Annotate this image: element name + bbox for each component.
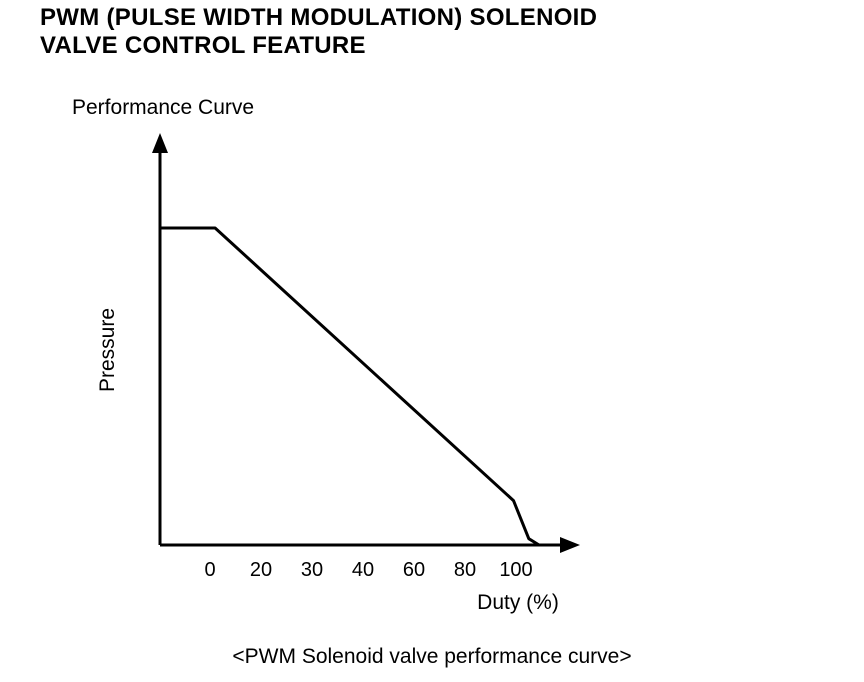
x-tick-label: 30 [301, 559, 323, 581]
x-tick-label: 60 [403, 559, 425, 581]
x-tick-label: 0 [204, 559, 215, 581]
x-axis-arrowhead [560, 537, 580, 553]
x-tick-label: 40 [352, 559, 374, 581]
chart-title: Performance Curve [72, 96, 254, 119]
performance-chart: Performance Curve Pressure Duty (%) 0 20 3… [72, 96, 580, 614]
series-line-pressure [159, 226, 540, 547]
x-axis-label: Duty (%) [477, 591, 559, 614]
x-tick-label: 100 [499, 559, 532, 581]
y-axis-arrowhead [152, 133, 168, 153]
page-title-line-2: VALVE CONTROL FEATURE [40, 32, 366, 59]
figure-caption: <PWM Solenoid valve performance curve> [232, 645, 632, 668]
x-tick-labels: 0 20 30 40 60 80 100 [204, 559, 532, 581]
y-axis-label: Pressure [96, 308, 119, 392]
page-title-line-1: PWM (PULSE WIDTH MODULATION) SOLENOID [40, 4, 598, 31]
page-title: PWM (PULSE WIDTH MODULATION) SOLENOID VA… [40, 4, 740, 60]
x-tick-label: 20 [250, 559, 272, 581]
x-tick-label: 80 [454, 559, 476, 581]
